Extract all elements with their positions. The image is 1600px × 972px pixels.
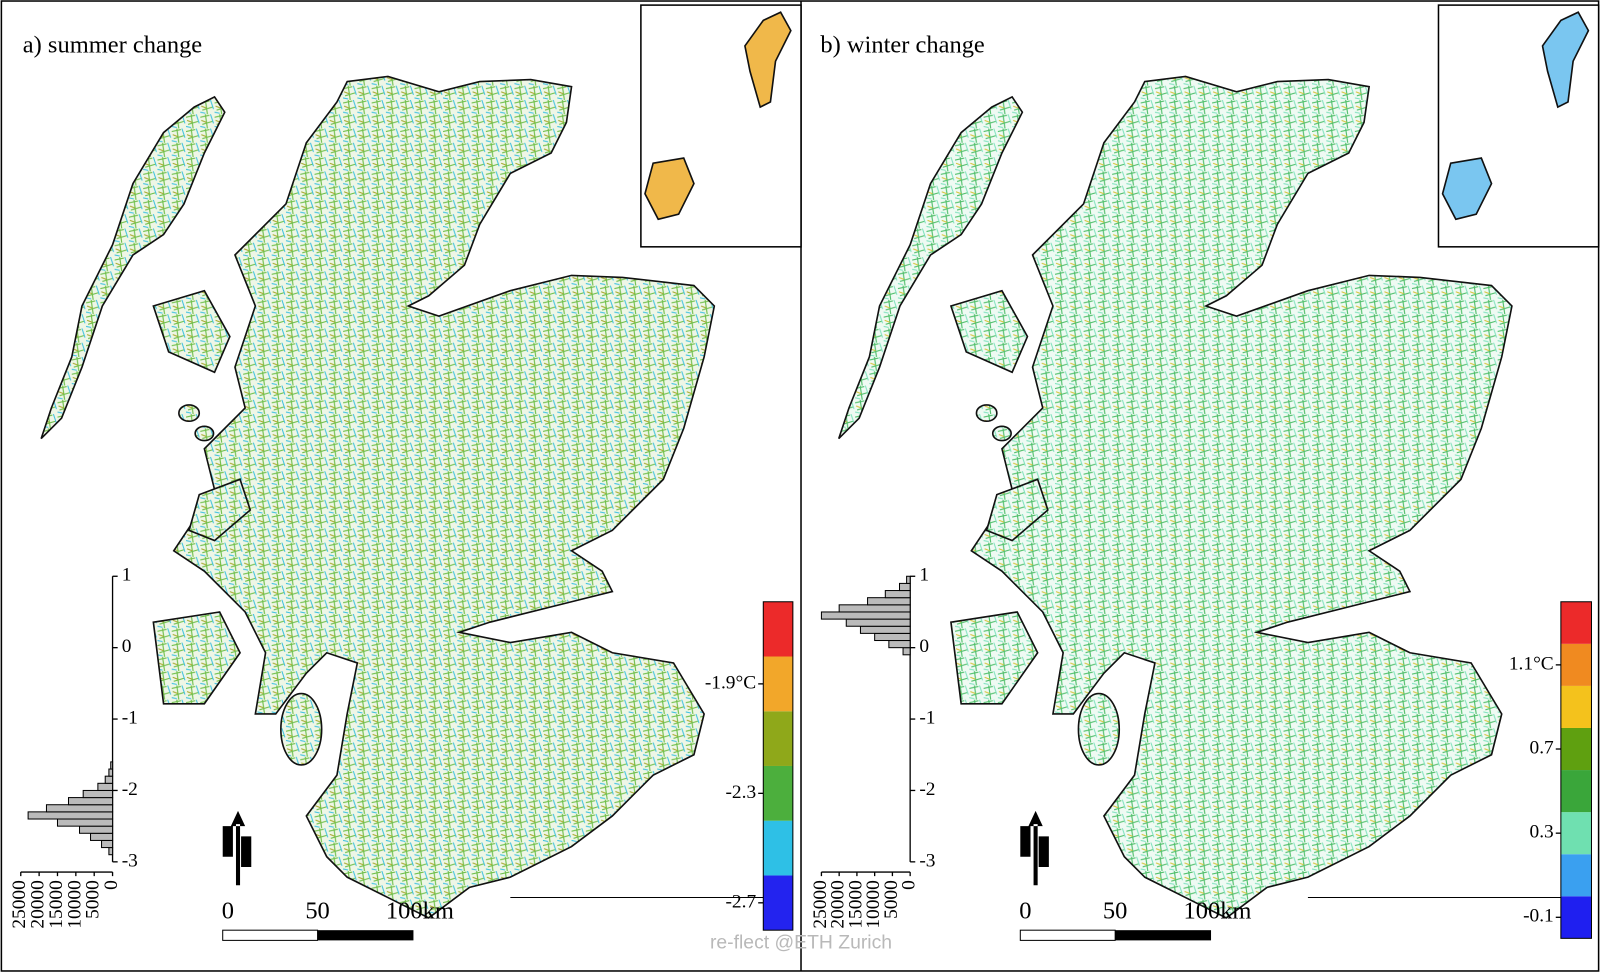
legend-label: 0.3	[1530, 822, 1554, 843]
hist-x-label: 10000	[64, 880, 85, 928]
legend-label: -0.1	[1523, 906, 1554, 927]
hist-bar	[90, 832, 114, 841]
legend-label: 1.1°C	[1509, 653, 1554, 674]
hist-x-label: 5000	[83, 880, 104, 919]
hist-bar	[82, 789, 114, 799]
legend-label: 0.7	[1530, 737, 1555, 758]
hist-bar	[108, 847, 114, 856]
hist-y-label: -3	[919, 850, 935, 871]
hist-y-label: 0	[919, 636, 929, 657]
watermark: re-flect @ETH Zurich	[710, 932, 892, 954]
legend-swatch	[1560, 812, 1592, 855]
hist-bar	[867, 597, 911, 606]
legend-swatch	[1560, 854, 1592, 897]
map-a	[40, 4, 802, 941]
hist-bar	[79, 825, 114, 834]
scale-label: 0	[1019, 897, 1031, 924]
legend-swatch	[763, 875, 793, 931]
hist-bar	[104, 775, 114, 784]
hist-x-label: 25000	[810, 880, 831, 928]
hist-y-label: -1	[122, 707, 138, 728]
legend-swatch	[763, 765, 793, 821]
hist-bar	[838, 604, 911, 613]
legend-swatch	[763, 711, 793, 766]
hist-bar	[820, 611, 911, 620]
legend-swatch	[1560, 770, 1592, 813]
hist-x-label: 15000	[46, 880, 67, 928]
hist-bar	[45, 804, 114, 813]
scale-label: 100km	[386, 897, 454, 924]
hist-x-label: 10000	[863, 880, 884, 928]
hist-y-label: 1	[919, 565, 929, 586]
hist-bar	[27, 811, 114, 820]
hist-bar	[101, 839, 114, 849]
legend-swatch	[1560, 727, 1592, 771]
hist-bar	[874, 632, 911, 642]
legend-swatch	[1560, 643, 1592, 686]
hist-x-label: 15000	[845, 880, 866, 928]
scale-label: 100km	[1183, 897, 1251, 924]
legend-label: -2.3	[725, 782, 756, 803]
hist-bar	[108, 768, 114, 777]
hist-bar	[906, 575, 911, 584]
legend-label: -1.9°C	[705, 672, 756, 693]
hist-bar	[884, 590, 911, 599]
hist-y-label: 1	[122, 565, 132, 586]
hist-bar	[56, 818, 114, 827]
hist-x-label: 20000	[828, 880, 849, 928]
hist-y-label: 0	[122, 636, 132, 657]
hist-x-label: 25000	[9, 880, 30, 928]
hist-bar	[902, 647, 911, 656]
legend-swatch	[1560, 685, 1592, 728]
hist-bar	[859, 625, 911, 634]
hist-x-label: 5000	[881, 880, 902, 919]
legend-frame	[762, 601, 794, 931]
scale-label: 50	[305, 897, 329, 924]
hist-x-label: 0	[899, 880, 920, 890]
hist-y-label: -1	[919, 707, 935, 728]
panel-title: b) winter change	[820, 32, 985, 59]
hist-y-label: -2	[919, 779, 935, 800]
hist-bar	[888, 640, 911, 649]
legend-swatch	[1560, 896, 1592, 939]
legend-swatch	[763, 601, 793, 657]
legend-swatch	[763, 820, 793, 876]
hist-y-label: -3	[122, 850, 138, 871]
legend-swatch	[763, 656, 793, 712]
hist-x-label: 20000	[28, 880, 49, 928]
map-b	[837, 4, 1600, 941]
hist-bar	[845, 618, 911, 627]
legend-swatch	[1560, 601, 1592, 644]
legend-label: -2.7	[725, 891, 756, 912]
hist-y-label: -2	[122, 779, 138, 800]
hist-bar	[67, 797, 114, 806]
panel-title: a) summer change	[23, 32, 202, 59]
hist-bar	[898, 582, 911, 592]
scale-label: 0	[222, 897, 234, 924]
hist-bar	[97, 782, 114, 791]
hist-x-label: 0	[101, 880, 122, 890]
hist-bar	[110, 761, 114, 770]
legend-frame	[1560, 601, 1592, 939]
scale-label: 50	[1103, 897, 1127, 924]
